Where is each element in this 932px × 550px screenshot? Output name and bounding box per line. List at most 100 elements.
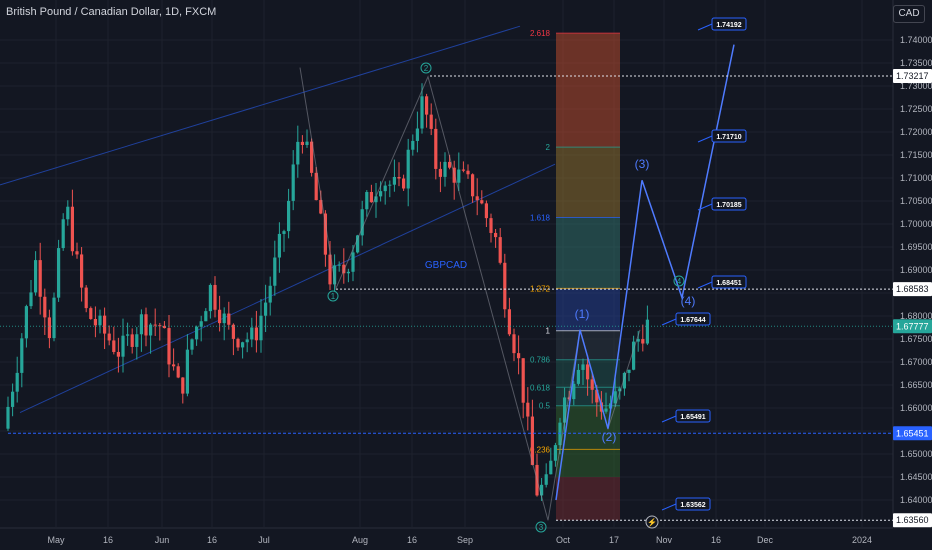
candle-body [112, 340, 116, 352]
candle-body [181, 377, 185, 394]
x-tick-label: Oct [556, 535, 571, 545]
target-leader [697, 203, 713, 211]
candle-body [540, 484, 544, 496]
wave-label: 1 [331, 292, 336, 301]
candle-body [471, 174, 475, 197]
candle-body [20, 338, 24, 373]
candle-body [526, 402, 530, 417]
target-label: 1.70185 [716, 202, 741, 209]
candle-body [507, 309, 511, 335]
candle-body [162, 325, 166, 329]
price-tag [893, 319, 932, 334]
candle-body [461, 169, 465, 171]
fib-zone [556, 288, 620, 331]
target-leader [697, 23, 713, 31]
candle-body [98, 315, 102, 326]
wave-circle [420, 62, 432, 74]
candle-body [158, 325, 162, 327]
candle-body [379, 191, 383, 197]
currency-button[interactable]: CAD [893, 5, 925, 23]
y-tick-label: 1.74000 [900, 35, 932, 45]
x-tick-label: Jul [258, 535, 270, 545]
y-tick-label: 1.72500 [900, 104, 932, 114]
candle-body [236, 338, 240, 348]
candle-body [213, 284, 217, 310]
candle-body [392, 176, 396, 185]
candle-body [581, 364, 585, 370]
candle-body [314, 172, 318, 201]
target-leader [697, 135, 713, 143]
y-tick-label: 1.71000 [900, 173, 932, 183]
candle-body [52, 297, 56, 339]
candle-body [259, 315, 263, 341]
target-label: 1.63562 [680, 502, 705, 509]
candle-body [204, 311, 208, 322]
candle-body [530, 416, 534, 465]
candle-body [586, 364, 590, 380]
y-tick-label: 1.73500 [900, 58, 932, 68]
candle-body [572, 383, 576, 400]
x-tick-label: 16 [711, 535, 721, 545]
candle-body [29, 292, 33, 307]
trendline-upper [0, 25, 521, 186]
y-tick-label: 1.64000 [900, 495, 932, 505]
candle-body [544, 474, 548, 485]
candle-body [627, 369, 631, 373]
trendline-lower [19, 163, 556, 414]
wave-label: 4 [677, 277, 682, 286]
candle-body [116, 351, 120, 357]
fib-zone [556, 147, 620, 218]
candle-body [80, 254, 84, 288]
candle-body [622, 372, 626, 389]
x-tick-label: 17 [609, 535, 619, 545]
candle-body [434, 128, 438, 169]
fib-zone [556, 217, 620, 289]
candle-body [130, 334, 134, 347]
candle-body [484, 203, 488, 219]
candle-body [15, 372, 19, 392]
candle-body [172, 364, 176, 367]
price-tag-label: 1.67777 [896, 321, 929, 331]
candle-body [245, 339, 249, 343]
candle-body [480, 200, 484, 204]
candle-body [356, 235, 360, 253]
candle-body [457, 169, 461, 183]
candle-body [323, 213, 327, 255]
target-label: 1.74192 [716, 22, 741, 29]
candle-body [632, 341, 636, 370]
candle-body [176, 366, 180, 378]
target-box [711, 129, 747, 143]
symbol-label: GBPCAD [425, 260, 467, 271]
target-label: 1.71710 [716, 134, 741, 141]
candle-body [475, 196, 479, 201]
lightning-icon[interactable] [645, 515, 659, 529]
price-tag-label: 1.65451 [896, 428, 929, 438]
wave-label: (2) [602, 430, 617, 444]
candle-body [397, 176, 401, 179]
candle-body [328, 254, 332, 285]
candle-body [47, 317, 51, 339]
candle-body [641, 339, 645, 344]
fib-level-label: 1.618 [530, 214, 551, 223]
candle-body [277, 233, 281, 258]
y-tick-label: 1.73000 [900, 81, 932, 91]
candle-body [415, 128, 419, 141]
candle-body [135, 334, 139, 347]
candle-body [448, 161, 452, 168]
fib-level-label: 2 [546, 143, 551, 152]
y-tick-label: 1.72000 [900, 127, 932, 137]
lightning-icon-glyph: ⚡ [647, 517, 657, 527]
wave-circle [673, 275, 685, 287]
chart-title: British Pound / Canadian Dollar, 1D, FXC… [6, 6, 217, 18]
price-tag [893, 282, 932, 297]
target-label: 1.67644 [680, 317, 705, 324]
candle-body [494, 232, 498, 238]
candle-body [443, 161, 447, 177]
wave-circle [535, 521, 547, 533]
candle-body [420, 96, 424, 129]
fib-level-label: 0.236 [530, 445, 551, 454]
y-tick-label: 1.70500 [900, 196, 932, 206]
candle-body [149, 324, 153, 336]
